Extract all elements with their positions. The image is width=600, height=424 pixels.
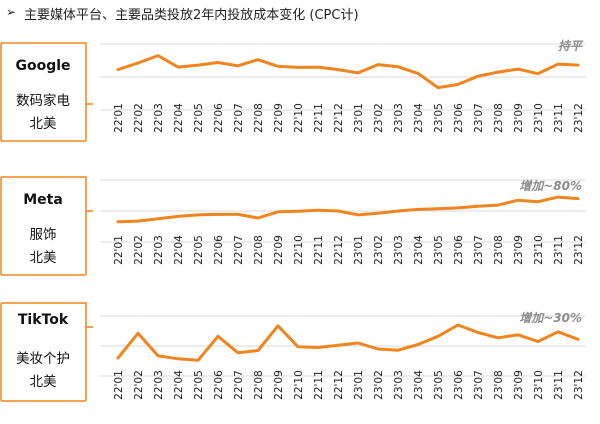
x-tick-label: 22'02 xyxy=(133,370,145,400)
x-tick-label: 22'09 xyxy=(273,235,285,265)
x-tick-label: 23'07 xyxy=(473,370,485,400)
x-tick-label: 22'09 xyxy=(273,103,285,133)
x-tick-label: 22'02 xyxy=(133,103,145,133)
x-tick-label: 23'08 xyxy=(493,370,505,400)
platform-name: Meta xyxy=(23,192,63,208)
x-tick-label: 22'01 xyxy=(113,370,125,400)
platform-name: TikTok xyxy=(17,312,69,328)
x-tick-label: 22'06 xyxy=(213,235,225,265)
x-tick-label: 23'04 xyxy=(413,103,425,133)
x-tick-label: 23'08 xyxy=(493,235,505,265)
heading-text: 主要媒体平台、主要品类投放2年内投放成本变化 (CPC计) xyxy=(24,8,359,23)
x-tick-label: 22'03 xyxy=(153,235,165,265)
x-tick-label: 22'06 xyxy=(213,103,225,133)
x-tick-label: 22'12 xyxy=(333,370,345,400)
x-tick-label: 23'01 xyxy=(353,370,365,400)
trend-annotation: 持平 xyxy=(558,39,584,53)
x-tick-label: 23'11 xyxy=(553,235,565,265)
x-tick-label: 22'09 xyxy=(273,370,285,400)
x-tick-label: 22'10 xyxy=(293,235,305,265)
x-tick-label: 22'05 xyxy=(193,235,205,265)
x-tick-label: 23'11 xyxy=(553,103,565,133)
x-tick-label: 23'03 xyxy=(393,235,405,265)
region-name: 北美 xyxy=(29,250,57,266)
region-name: 北美 xyxy=(29,116,57,132)
x-tick-label: 22'08 xyxy=(253,370,265,400)
x-tick-label: 22'04 xyxy=(173,370,185,400)
x-tick-label: 23'02 xyxy=(373,103,385,133)
x-tick-label: 23'04 xyxy=(413,235,425,265)
panel-label-meta: Meta 服饰 北美 xyxy=(0,176,94,276)
x-tick-label: 23'10 xyxy=(533,370,545,400)
x-tick-label: 23'03 xyxy=(393,370,405,400)
category-name: 美妆个护 xyxy=(16,351,70,367)
x-tick-label: 23'01 xyxy=(353,103,365,133)
x-tick-label: 23'12 xyxy=(573,370,585,400)
label-frame xyxy=(0,302,93,402)
arrow-icon: ➢ xyxy=(6,5,17,19)
x-tick-label: 22'06 xyxy=(213,370,225,400)
x-tick-label: 22'10 xyxy=(293,370,305,400)
x-tick-label: 23'09 xyxy=(513,370,525,400)
x-tick-label: 23'03 xyxy=(393,103,405,133)
x-tick-label: 22'12 xyxy=(333,235,345,265)
x-tick-label: 23'10 xyxy=(533,235,545,265)
trend-annotation: 增加~30% xyxy=(519,311,582,325)
x-tick-label: 22'03 xyxy=(153,370,165,400)
x-tick-label: 23'11 xyxy=(553,370,565,400)
x-tick-label: 22'05 xyxy=(193,103,205,133)
trend-annotation: 增加~80% xyxy=(519,179,582,193)
x-tick-label: 23'04 xyxy=(413,370,425,400)
x-tick-label: 23'06 xyxy=(453,370,465,400)
x-tick-label: 23'07 xyxy=(473,103,485,133)
category-name: 数码家电 xyxy=(16,93,70,109)
x-tick-label: 23'02 xyxy=(373,235,385,265)
series-line xyxy=(116,323,580,362)
x-tick-label: 23'07 xyxy=(473,235,485,265)
x-tick-label: 22'11 xyxy=(313,103,325,133)
x-tick-label: 22'07 xyxy=(233,103,245,133)
x-tick-label: 22'08 xyxy=(253,235,265,265)
label-frame xyxy=(0,176,93,276)
x-tick-label: 22'01 xyxy=(113,103,125,133)
panel-label-tiktok: TikTok 美妆个护 北美 xyxy=(0,302,94,402)
x-tick-label: 23'08 xyxy=(493,103,505,133)
x-tick-label: 22'11 xyxy=(313,235,325,265)
x-tick-label: 22'11 xyxy=(313,370,325,400)
x-tick-label: 23'06 xyxy=(453,103,465,133)
x-tick-label: 23'12 xyxy=(573,103,585,133)
x-tick-label: 22'03 xyxy=(153,103,165,133)
x-tick-label: 22'05 xyxy=(193,370,205,400)
x-tick-label: 23'05 xyxy=(433,103,445,133)
x-tick-label: 22'07 xyxy=(233,235,245,265)
x-tick-label: 23'12 xyxy=(573,235,585,265)
x-tick-label: 23'01 xyxy=(353,235,365,265)
x-tick-label: 23'09 xyxy=(513,235,525,265)
platform-name: Google xyxy=(15,58,71,74)
x-tick-label: 23'05 xyxy=(433,235,445,265)
x-tick-label: 23'10 xyxy=(533,103,545,133)
x-tick-label: 22'04 xyxy=(173,235,185,265)
x-tick-label: 22'07 xyxy=(233,370,245,400)
chart-heading: ➢ 主要媒体平台、主要品类投放2年内投放成本变化 (CPC计) xyxy=(0,0,600,30)
x-tick-label: 23'05 xyxy=(433,370,445,400)
x-tick-label: 22'04 xyxy=(173,103,185,133)
label-frame xyxy=(0,42,93,142)
x-tick-label: 22'08 xyxy=(253,103,265,133)
x-tick-label: 22'10 xyxy=(293,103,305,133)
series-line xyxy=(116,195,580,224)
panel-label-google: Google 数码家电 北美 xyxy=(0,42,94,142)
x-tick-label: 22'02 xyxy=(133,235,145,265)
x-tick-label: 23'06 xyxy=(453,235,465,265)
category-name: 服饰 xyxy=(29,227,57,243)
region-name: 北美 xyxy=(29,374,57,390)
x-tick-label: 22'12 xyxy=(333,103,345,133)
x-tick-label: 23'09 xyxy=(513,103,525,133)
series-line xyxy=(116,54,580,90)
x-tick-label: 23'02 xyxy=(373,370,385,400)
x-tick-label: 22'01 xyxy=(113,235,125,265)
